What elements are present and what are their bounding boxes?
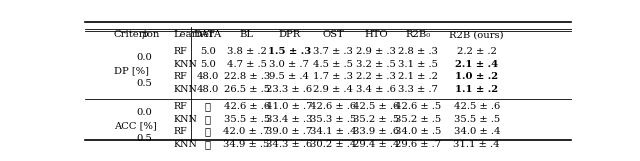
Text: KNN: KNN [173, 60, 197, 69]
Text: 23.3 ± .6: 23.3 ± .6 [266, 85, 312, 94]
Text: OST: OST [322, 30, 344, 39]
Text: 2.2 ± .2: 2.2 ± .2 [457, 47, 497, 56]
Text: 34.9 ± .5: 34.9 ± .5 [223, 140, 270, 149]
Text: ★: ★ [205, 115, 211, 124]
Text: 2.9 ± .3: 2.9 ± .3 [356, 47, 396, 56]
Text: 2.2 ± .3: 2.2 ± .3 [356, 72, 396, 81]
Text: DP [%]: DP [%] [114, 66, 148, 75]
Text: 41.0 ± .7: 41.0 ± .7 [266, 102, 312, 111]
Text: 35.5 ± .5: 35.5 ± .5 [223, 115, 270, 124]
Text: 35.2 ± .5: 35.2 ± .5 [353, 115, 399, 124]
Text: 42.6 ± .6: 42.6 ± .6 [310, 102, 356, 111]
Text: 22.8 ± .3: 22.8 ± .3 [223, 72, 270, 81]
Text: 3.0 ± .7: 3.0 ± .7 [269, 60, 309, 69]
Text: 3.4 ± .6: 3.4 ± .6 [356, 85, 396, 94]
Text: 1.1 ± .2: 1.1 ± .2 [455, 85, 499, 94]
Text: KNN: KNN [173, 140, 197, 149]
Text: p: p [141, 30, 148, 39]
Text: RF: RF [173, 127, 187, 136]
Text: 2.9 ± .4: 2.9 ± .4 [313, 85, 353, 94]
Text: 48.0: 48.0 [196, 85, 219, 94]
Text: 35.5 ± .5: 35.5 ± .5 [454, 115, 500, 124]
Text: DPR: DPR [278, 30, 300, 39]
Text: KNN: KNN [173, 115, 197, 124]
Text: 29.6 ± .7: 29.6 ± .7 [396, 140, 442, 149]
Text: 1.5 ± .3: 1.5 ± .3 [268, 47, 311, 56]
Text: 42.6 ± .6: 42.6 ± .6 [223, 102, 269, 111]
Text: 1.7 ± .3: 1.7 ± .3 [313, 72, 353, 81]
Text: KNN: KNN [173, 85, 197, 94]
Text: RF: RF [173, 47, 187, 56]
Text: 31.1 ± .4: 31.1 ± .4 [454, 140, 500, 149]
Text: RF: RF [173, 102, 187, 111]
Text: 35.2 ± .5: 35.2 ± .5 [395, 115, 442, 124]
Text: 0.5: 0.5 [136, 79, 152, 88]
Text: 3.7 ± .3: 3.7 ± .3 [313, 47, 353, 56]
Text: Criterion: Criterion [114, 30, 160, 39]
Text: 2.1 ± .4: 2.1 ± .4 [455, 60, 499, 69]
Text: 26.5 ± .5: 26.5 ± .5 [223, 85, 269, 94]
Text: HTO: HTO [364, 30, 388, 39]
Text: 42.5 ± .6: 42.5 ± .6 [454, 102, 500, 111]
Text: 2.1 ± .2: 2.1 ± .2 [398, 72, 438, 81]
Text: 1.0 ± .2: 1.0 ± .2 [455, 72, 499, 81]
Text: ★: ★ [205, 127, 211, 136]
Text: 33.4 ± .3: 33.4 ± .3 [266, 115, 312, 124]
Text: 4.7 ± .5: 4.7 ± .5 [227, 60, 267, 69]
Text: 3.1 ± .5: 3.1 ± .5 [398, 60, 438, 69]
Text: DATA: DATA [194, 30, 222, 39]
Text: 34.3 ± .6: 34.3 ± .6 [266, 140, 312, 149]
Text: 0.0: 0.0 [136, 108, 152, 117]
Text: 29.4 ± .4: 29.4 ± .4 [353, 140, 399, 149]
Text: ACC [%]: ACC [%] [114, 121, 156, 130]
Text: Learner: Learner [173, 30, 214, 39]
Text: 3.2 ± .5: 3.2 ± .5 [356, 60, 396, 69]
Text: R2B₀: R2B₀ [406, 30, 431, 39]
Text: 34.0 ± .4: 34.0 ± .4 [454, 127, 500, 136]
Text: ★: ★ [205, 140, 211, 149]
Text: 0.5: 0.5 [136, 134, 152, 143]
Text: 5.0: 5.0 [200, 47, 216, 56]
Text: 42.6 ± .5: 42.6 ± .5 [395, 102, 442, 111]
Text: 34.0 ± .5: 34.0 ± .5 [395, 127, 442, 136]
Text: 39.0 ± .7: 39.0 ± .7 [266, 127, 312, 136]
Text: 5.0: 5.0 [200, 60, 216, 69]
Text: 42.0 ± .7: 42.0 ± .7 [223, 127, 270, 136]
Text: 48.0: 48.0 [196, 72, 219, 81]
Text: 35.3 ± .5: 35.3 ± .5 [310, 115, 356, 124]
Text: 0.0: 0.0 [136, 53, 152, 62]
Text: 34.1 ± .4: 34.1 ± .4 [310, 127, 356, 136]
Text: 33.9 ± .6: 33.9 ± .6 [353, 127, 399, 136]
Text: BL: BL [239, 30, 253, 39]
Text: R2B (ours): R2B (ours) [449, 30, 504, 39]
Text: 4.5 ± .5: 4.5 ± .5 [313, 60, 353, 69]
Text: RF: RF [173, 72, 187, 81]
Text: 42.5 ± .6: 42.5 ± .6 [353, 102, 399, 111]
Text: 3.8 ± .2: 3.8 ± .2 [227, 47, 267, 56]
Text: ★: ★ [205, 102, 211, 111]
Text: 2.8 ± .3: 2.8 ± .3 [398, 47, 438, 56]
Text: 30.2 ± .4: 30.2 ± .4 [310, 140, 356, 149]
Text: 9.5 ± .4: 9.5 ± .4 [269, 72, 309, 81]
Text: 3.3 ± .7: 3.3 ± .7 [398, 85, 438, 94]
